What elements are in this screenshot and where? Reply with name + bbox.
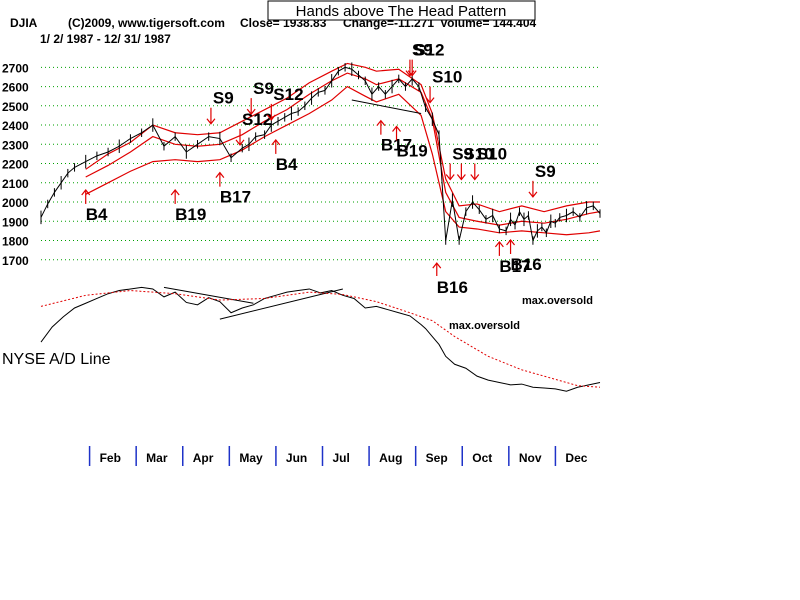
header-date-range: 1/ 2/ 1987 - 12/ 31/ 1987 (40, 32, 171, 46)
sell-signal-label: S10 (432, 68, 462, 87)
month-label-jul: Jul (333, 451, 350, 465)
annotation-max-oversold-2: max.oversold (522, 295, 593, 307)
month-label-mar: Mar (146, 451, 168, 465)
title-box (267, 0, 536, 21)
trendline-1 (219, 288, 343, 320)
month-label-nov: Nov (519, 451, 542, 465)
buy-signal-label: B17 (381, 136, 412, 155)
sell-signal-label: S9 (412, 41, 433, 60)
sell-signal-label: S12 (414, 41, 444, 60)
buy-arrow-head (376, 119, 386, 127)
sell-arrow-head (445, 174, 455, 181)
month-label-oct: Oct (472, 451, 492, 465)
buy-arrow-head (506, 239, 516, 246)
buy-arrow-head (170, 188, 180, 196)
y-tick-label: 1700 (2, 254, 29, 268)
sell-signal-label: S12 (242, 110, 272, 129)
y-tick-label: 2200 (2, 158, 29, 172)
buy-arrow-head (392, 125, 401, 132)
buy-signal-label: B4 (86, 205, 108, 224)
y-tick-label: 1900 (2, 215, 29, 229)
y-tick-label: 2000 (2, 196, 29, 210)
buy-signal-label: B17 (220, 188, 251, 207)
buy-signal-label: B4 (276, 155, 298, 174)
buy-arrow-head (215, 171, 225, 179)
ad-line-series (40, 286, 601, 392)
buy-arrow-head (432, 262, 442, 269)
price-series (40, 62, 601, 245)
y-tick-label: 2700 (2, 61, 29, 75)
band-line-2 (85, 85, 601, 236)
y-axis-tick-labels: 1700 1800 1900 2000 2100 2200 2300 2400 2500 2600… (2, 61, 29, 267)
chart-title: Hands above The Head Pattern (296, 3, 507, 20)
ad-line-label: NYSE A/D Line (2, 351, 111, 368)
y-tick-label: 2400 (2, 119, 29, 133)
y-tick-label: 2300 (2, 138, 29, 152)
trendlines (163, 99, 422, 320)
sell-signal-label: S9 (213, 89, 234, 108)
sell-arrow-head (456, 174, 466, 181)
sell-arrow-head (528, 191, 538, 198)
month-label-dec: Dec (565, 451, 587, 465)
buy-signal-label: B16 (437, 278, 468, 297)
buy-signal-label: B19 (397, 141, 428, 160)
buy-arrow-head (494, 240, 504, 248)
y-tick-label: 2500 (2, 100, 29, 114)
sell-arrow-head (407, 70, 417, 77)
month-label-apr: Apr (193, 451, 214, 465)
sell-signal-label: S10 (463, 145, 493, 164)
sell-signal-label: S9 (535, 162, 556, 181)
ad-line (40, 286, 601, 392)
month-axis: Feb Mar Apr May Jun Jul Aug Sep Oct Nov Dec (88, 446, 588, 466)
sell-arrow-head (470, 174, 480, 181)
sell-arrow-head (425, 97, 435, 104)
buy-arrow-head (271, 138, 281, 146)
buy-signal-label: B19 (175, 205, 206, 224)
header-copyright: (C)2009, www.tigersoft.com (68, 16, 225, 30)
y-tick-label: 2600 (2, 81, 29, 95)
buy-signal-label: B17 (499, 257, 530, 276)
buy-signal-label: B16 (511, 255, 542, 274)
y-tick-label: 2100 (2, 177, 29, 191)
band-line-1 (85, 72, 601, 226)
trendline-2 (351, 99, 422, 114)
sell-arrow-head (235, 139, 245, 146)
band-lines (85, 62, 601, 236)
band-line-0 (85, 62, 600, 213)
sell-arrow-head (206, 118, 216, 125)
sell-arrow-head (266, 114, 276, 121)
djia-price-line (40, 66, 601, 243)
y-tick-label: 1800 (2, 235, 29, 249)
month-label-aug: Aug (379, 451, 402, 465)
sell-signal-label: S9 (452, 145, 473, 164)
sell-arrow-head (246, 108, 256, 116)
panel-separator (0, 276, 560, 281)
month-label-may: May (239, 451, 263, 465)
sell-signal-label: S10 (477, 145, 507, 164)
month-label-sep: Sep (426, 451, 448, 465)
month-label-jun: Jun (286, 451, 307, 465)
buy-arrow-head (81, 188, 91, 196)
trendline-0 (163, 286, 254, 304)
month-label-feb: Feb (100, 451, 121, 465)
sell-signal-label: S12 (273, 85, 303, 104)
ad-moving-average (40, 290, 601, 388)
header-symbol: DJIA (10, 16, 38, 30)
annotation-max-oversold-1: max.oversold (449, 320, 520, 332)
sell-signal-label: S9 (253, 79, 274, 98)
